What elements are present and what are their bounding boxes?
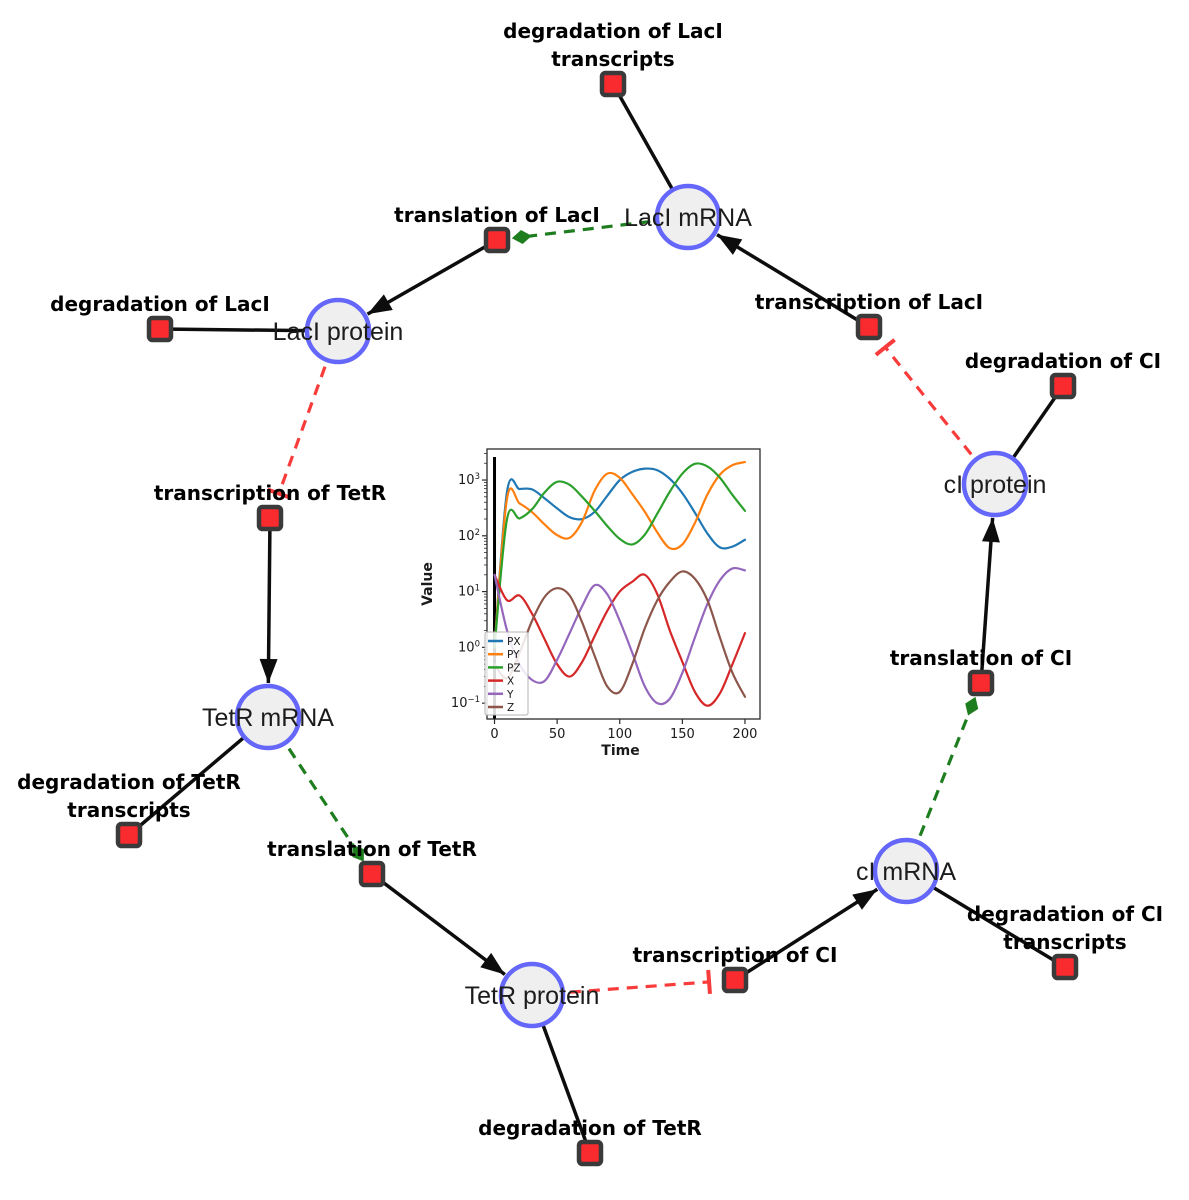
legend-label-Y: Y	[506, 689, 514, 701]
edge-arrow-translation_tetr-tetr_protein	[370, 872, 506, 976]
reaction-node-deg_laci[interactable]	[146, 315, 174, 343]
edge-arrow-transcription_ci-ci_mrna	[734, 887, 879, 982]
reaction-node-deg_tetr_transcripts[interactable]	[115, 821, 143, 849]
reaction-label-transcription_ci: transcription of CI	[633, 943, 838, 967]
x-tick-label: 100	[607, 727, 632, 742]
reaction-node-deg_laci_transcripts[interactable]	[599, 70, 627, 98]
edge-arrow-transcription_laci-laci_mrna	[716, 233, 870, 329]
plot-axes-box	[486, 448, 761, 720]
y-axis-title: Value	[420, 562, 436, 606]
plot-series-PZ	[493, 462, 747, 649]
reaction-label-deg_laci_transcripts: degradation of LacI transcripts	[503, 19, 723, 71]
y-tick-label: 102	[458, 528, 480, 544]
species-label-laci_mrna: LacI mRNA	[624, 204, 752, 232]
reaction-node-translation_tetr[interactable]	[358, 860, 386, 888]
species-node-ci_protein[interactable]	[961, 450, 1029, 518]
reaction-node-transcription_ci[interactable]	[721, 966, 749, 994]
x-tick-label: 150	[670, 727, 695, 742]
species-label-ci_mrna: cI mRNA	[856, 858, 956, 886]
reaction-label-deg_tetr: degradation of TetR	[478, 1116, 702, 1140]
species-node-ci_mrna[interactable]	[872, 837, 940, 905]
species-node-laci_mrna[interactable]	[654, 183, 722, 251]
legend-label-Z: Z	[507, 702, 514, 714]
reaction-node-transcription_tetr[interactable]	[256, 504, 284, 532]
legend-label-PZ: PZ	[507, 662, 521, 674]
reaction-node-deg_ci_transcripts[interactable]	[1051, 953, 1079, 981]
x-axis-title: Time	[601, 743, 639, 759]
legend-label-PY: PY	[507, 649, 520, 661]
edge-arrow-transcription_tetr-tetr_mrna	[259, 517, 278, 684]
reaction-node-transcription_laci[interactable]	[855, 313, 883, 341]
reaction-label-deg_ci_transcripts: degradation of CI transcripts	[967, 902, 1163, 954]
y-tick-label: 10−1	[451, 695, 480, 711]
y-tick-label: 100	[458, 639, 480, 655]
reaction-label-translation_tetr: translation of TetR	[267, 837, 477, 861]
edge-arrow-translation_laci-laci_protein	[366, 238, 498, 316]
reaction-label-deg_ci: degradation of CI	[965, 349, 1161, 373]
reaction-node-deg_ci[interactable]	[1049, 372, 1077, 400]
reaction-node-translation_laci[interactable]	[483, 226, 511, 254]
plot-series-layer	[493, 460, 747, 707]
legend-label-X: X	[507, 676, 514, 688]
species-nodes-layer: LacI mRNA LacI protein cI protein TetR mRNA…	[202, 183, 1047, 1029]
reaction-label-transcription_tetr: transcription of TetR	[154, 481, 386, 505]
plot-series-PY	[493, 460, 747, 649]
species-label-ci_protein: cI protein	[944, 471, 1047, 499]
reaction-label-translation_ci: translation of CI	[890, 646, 1072, 670]
species-label-tetr_protein: TetR protein	[465, 982, 600, 1010]
plot-series-PX	[493, 467, 747, 649]
species-node-tetr_protein[interactable]	[498, 961, 566, 1029]
x-tick-label: 200	[733, 727, 758, 742]
reaction-label-translation_laci: translation of LacI	[394, 203, 600, 227]
x-tick-label: 50	[549, 727, 566, 742]
reaction-label-deg_tetr_transcripts: degradation of TetR transcripts	[17, 770, 241, 822]
plot-series-Z	[493, 570, 747, 698]
plot-series-X	[493, 573, 747, 707]
x-tick-label: 0	[490, 727, 498, 742]
edge-arrow-translation_ci-ci_protein	[979, 517, 1000, 684]
species-label-laci_protein: LacI protein	[273, 318, 404, 346]
reaction-node-translation_ci[interactable]	[967, 669, 995, 697]
y-tick-label: 103	[458, 472, 480, 488]
legend-label-PX: PX	[507, 636, 521, 648]
reaction-node-deg_tetr[interactable]	[576, 1139, 604, 1167]
y-tick-label: 101	[458, 584, 480, 600]
plot-series-Y	[493, 566, 747, 706]
reaction-nodes-layer: degradation of LacI transcripts translatio…	[17, 19, 1163, 1167]
reaction-label-deg_laci: degradation of LacI	[50, 292, 270, 316]
species-label-tetr_mrna: TetR mRNA	[202, 704, 334, 732]
reaction-label-transcription_laci: transcription of LacI	[755, 290, 983, 314]
species-node-laci_protein[interactable]	[304, 297, 372, 365]
edge-modifier-ci_mrna-translation_ci	[904, 696, 979, 872]
species-node-tetr_mrna[interactable]	[234, 683, 302, 751]
